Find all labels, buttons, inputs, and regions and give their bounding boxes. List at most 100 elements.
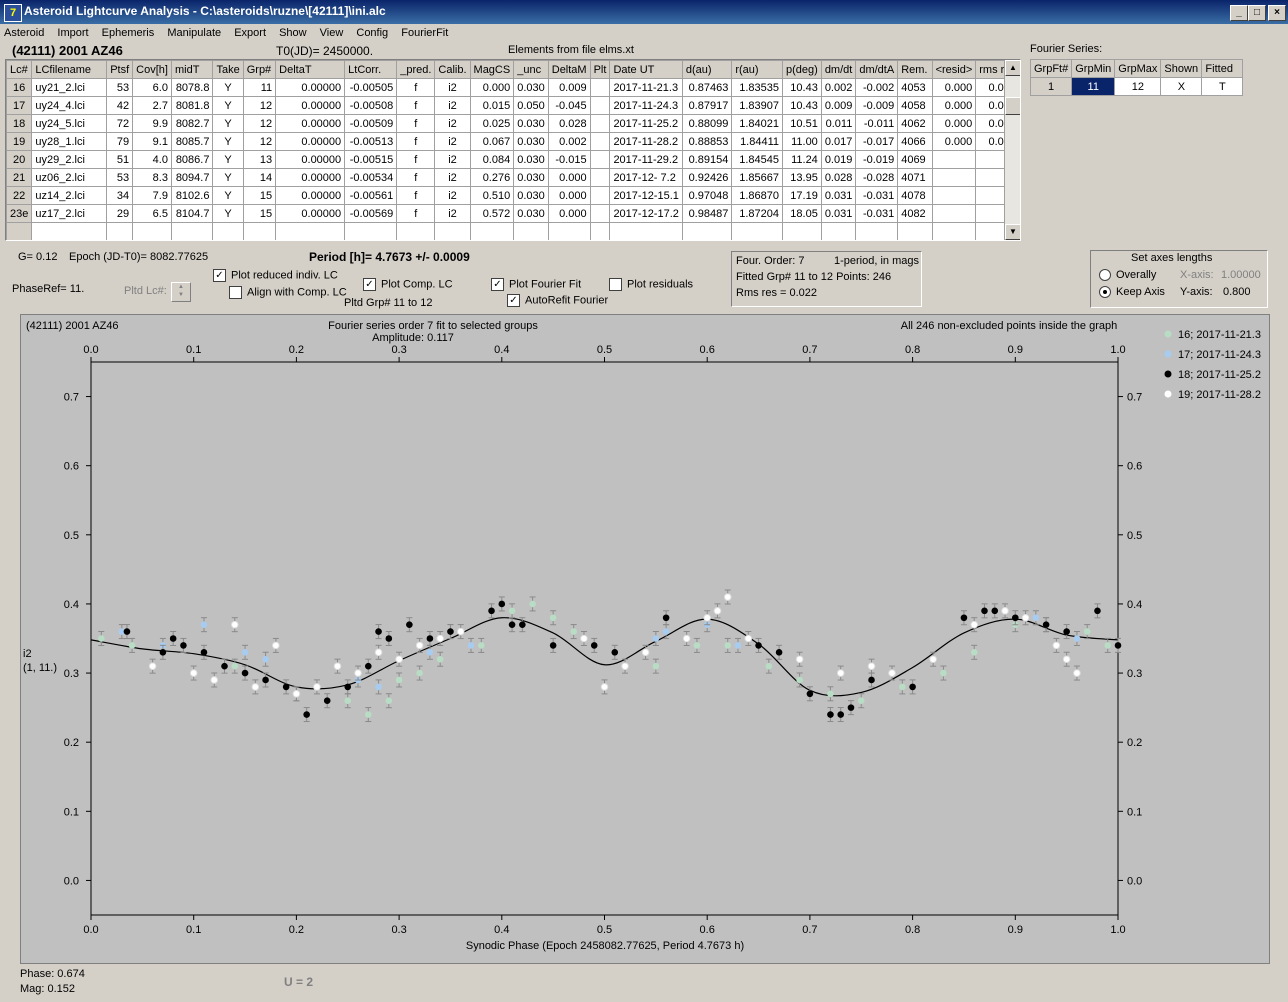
- lc-cell[interactable]: 0.050: [513, 96, 549, 115]
- lc-cell[interactable]: 34: [106, 186, 134, 205]
- lc-cell[interactable]: 0.00000: [275, 78, 346, 97]
- lc-cell[interactable]: 0.00000: [275, 186, 346, 205]
- lc-cell[interactable]: uz06_2.lci: [31, 168, 108, 187]
- lc-row-header[interactable]: 22: [6, 186, 33, 205]
- lc-cell[interactable]: 0.030: [513, 150, 549, 169]
- lc-cell[interactable]: 4078: [897, 186, 933, 205]
- lc-cell[interactable]: 0.000: [547, 204, 591, 223]
- lc-col-header[interactable]: p(deg): [782, 60, 822, 79]
- lc-cell[interactable]: [931, 186, 977, 205]
- lc-cell[interactable]: 1.86870: [731, 186, 784, 205]
- lc-cell[interactable]: 4066: [897, 132, 933, 151]
- lc-cell[interactable]: 13: [242, 150, 277, 169]
- lc-cell[interactable]: f: [396, 96, 436, 115]
- menu-show[interactable]: Show: [279, 27, 307, 39]
- lc-cell[interactable]: 8102.6: [170, 186, 214, 205]
- lc-cell[interactable]: 12: [242, 114, 277, 133]
- lc-cell[interactable]: f: [396, 186, 436, 205]
- lc-cell[interactable]: f: [396, 114, 436, 133]
- lc-cell[interactable]: 0.276: [469, 168, 515, 187]
- lc-cell[interactable]: 0.030: [513, 114, 549, 133]
- lc-col-header[interactable]: Ptsf: [106, 60, 134, 79]
- lc-cell[interactable]: 0.084: [469, 150, 515, 169]
- lc-cell[interactable]: 0.015: [469, 96, 515, 115]
- lc-cell[interactable]: [589, 186, 611, 205]
- lc-cell[interactable]: i2: [434, 96, 471, 115]
- lc-cell[interactable]: -0.031: [855, 186, 899, 205]
- menu-import[interactable]: Import: [57, 27, 89, 39]
- lc-cell[interactable]: -0.017: [855, 132, 899, 151]
- lc-cell[interactable]: Y: [212, 168, 244, 187]
- lc-cell[interactable]: 0.000: [469, 78, 515, 97]
- minimize-button[interactable]: _: [1230, 5, 1248, 21]
- lc-cell[interactable]: -0.031: [855, 204, 899, 223]
- lc-table-row[interactable]: 18 uy24_5.lci 72 9.9 8082.7 Y 12 0.00000 -0.0050…: [6, 114, 1020, 133]
- lc-cell[interactable]: 0.028: [547, 114, 591, 133]
- lc-cell[interactable]: 4053: [897, 78, 933, 97]
- lc-col-header[interactable]: midT: [170, 60, 214, 79]
- lc-cell[interactable]: 15: [242, 186, 277, 205]
- lc-cell[interactable]: -0.028: [855, 168, 899, 187]
- menu-config[interactable]: Config: [356, 27, 389, 39]
- lc-cell[interactable]: f: [396, 132, 436, 151]
- lc-row-header[interactable]: 23e: [6, 204, 33, 223]
- lc-cell[interactable]: [931, 168, 977, 187]
- lc-cell[interactable]: 79: [106, 132, 134, 151]
- lc-cell[interactable]: 2017-12-17.2: [609, 204, 683, 223]
- lc-cell[interactable]: 2017-11-21.3: [609, 78, 683, 97]
- menu-export[interactable]: Export: [234, 27, 266, 39]
- lc-cell[interactable]: 0.97048: [681, 186, 733, 205]
- lc-col-header[interactable]: r(au): [731, 60, 784, 79]
- lc-cell[interactable]: 10.43: [782, 96, 822, 115]
- lc-cell[interactable]: Y: [212, 186, 244, 205]
- lc-cell[interactable]: i2: [434, 150, 471, 169]
- lc-cell[interactable]: f: [396, 168, 436, 187]
- lc-col-header[interactable]: _pred.: [396, 60, 436, 79]
- lc-cell[interactable]: 1.85667: [731, 168, 784, 187]
- lc-cell[interactable]: 8081.8: [170, 96, 214, 115]
- lc-cell[interactable]: [589, 132, 611, 151]
- lc-cell[interactable]: 0.011: [820, 114, 857, 133]
- lc-cell[interactable]: -0.045: [547, 96, 591, 115]
- lc-cell[interactable]: 4058: [897, 96, 933, 115]
- lc-cell[interactable]: Y: [212, 150, 244, 169]
- lc-cell[interactable]: 0.000: [931, 132, 977, 151]
- lc-cell[interactable]: -0.009: [855, 96, 899, 115]
- lc-col-header[interactable]: LtCorr.: [344, 60, 398, 79]
- lc-cell[interactable]: 42: [106, 96, 134, 115]
- lc-cell[interactable]: 14: [242, 168, 277, 187]
- lc-table-row[interactable]: 19 uy28_1.lci 79 9.1 8085.7 Y 12 0.00000 -0.0051…: [6, 132, 1020, 151]
- lc-cell[interactable]: 53: [106, 78, 134, 97]
- close-button[interactable]: ×: [1268, 5, 1286, 21]
- lc-cell[interactable]: 7.9: [132, 186, 172, 205]
- lc-cell[interactable]: 10.43: [782, 78, 822, 97]
- lc-cell[interactable]: 0.031: [820, 186, 857, 205]
- lc-cell[interactable]: 2017-12- 7.2: [609, 168, 683, 187]
- lc-cell[interactable]: 2.7: [132, 96, 172, 115]
- lc-cell[interactable]: 9.9: [132, 114, 172, 133]
- lc-cell[interactable]: 0.92426: [681, 168, 733, 187]
- lc-cell[interactable]: 0.028: [820, 168, 857, 187]
- plot-reduced-checkbox[interactable]: ✓ Plot reduced indiv. LC: [213, 269, 338, 282]
- lc-cell[interactable]: uz17_2.lci: [31, 204, 108, 223]
- lc-row-header[interactable]: 21: [6, 168, 33, 187]
- lc-table-row[interactable]: 23e uz17_2.lci 29 6.5 8104.7 Y 15 0.00000 -0.005…: [6, 204, 1020, 223]
- lc-cell[interactable]: 0.88853: [681, 132, 733, 151]
- lc-cell[interactable]: 29: [106, 204, 134, 223]
- lc-cell[interactable]: 11.24: [782, 150, 822, 169]
- lc-cell[interactable]: [589, 96, 611, 115]
- lc-cell[interactable]: i2: [434, 132, 471, 151]
- lc-cell[interactable]: 0.002: [547, 132, 591, 151]
- lc-cell[interactable]: 0.87917: [681, 96, 733, 115]
- lc-cell[interactable]: 4.0: [132, 150, 172, 169]
- lc-cell[interactable]: 0.00000: [275, 132, 346, 151]
- lc-cell[interactable]: -0.00513: [344, 132, 398, 151]
- lc-cell[interactable]: 0.009: [820, 96, 857, 115]
- lc-cell[interactable]: Y: [212, 114, 244, 133]
- autorefit-checkbox[interactable]: ✓ AutoRefit Fourier: [507, 294, 608, 307]
- lc-cell[interactable]: 10.51: [782, 114, 822, 133]
- lc-cell[interactable]: 1.84545: [731, 150, 784, 169]
- lc-col-header[interactable]: _unc: [513, 60, 549, 79]
- lc-cell[interactable]: -0.00569: [344, 204, 398, 223]
- lc-cell[interactable]: 15: [242, 204, 277, 223]
